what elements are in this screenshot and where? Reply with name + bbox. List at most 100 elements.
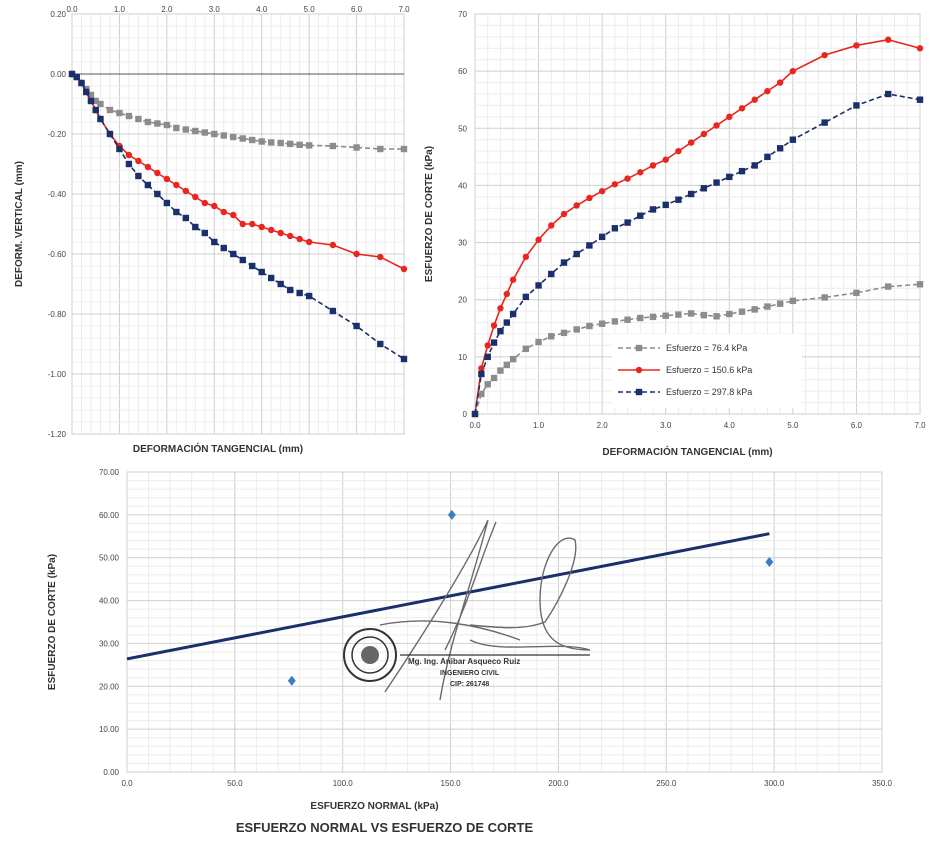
data-point [182, 214, 190, 222]
data-point [286, 286, 294, 294]
data-point [821, 294, 828, 301]
data-point [182, 187, 190, 195]
data-point [484, 353, 491, 361]
x-tick-label: 4.0 [724, 421, 736, 430]
data-point [484, 342, 491, 349]
data-point [173, 124, 180, 132]
data-point [277, 280, 284, 288]
data-point [789, 136, 797, 143]
data-point [144, 118, 152, 126]
y-axis-label: DEFORM. VERTICAL (mm) [14, 161, 25, 287]
data-point [201, 129, 208, 136]
data-point [853, 289, 860, 297]
data-point [853, 102, 860, 109]
data-point [598, 233, 606, 241]
data-point [916, 96, 924, 103]
data-point [220, 244, 227, 252]
y-tick-label: 0.00 [50, 70, 66, 79]
data-point [624, 175, 631, 182]
data-point [726, 173, 733, 181]
data-point [635, 388, 643, 396]
y-tick-label: 50 [458, 124, 467, 133]
data-point [230, 133, 237, 141]
data-point [611, 181, 619, 188]
x-tick-label: 300.0 [764, 779, 785, 788]
data-point [853, 42, 860, 49]
x-tick-label: 7.0 [914, 421, 926, 430]
data-point [329, 307, 337, 315]
data-point [287, 675, 296, 686]
chart-vertical-deformation: 0.0 1.0 2.0 3.0 4.0 5.0 6.0 7.0 0.20 0.00 -0.20 -0.… [14, 5, 410, 455]
data-point [116, 145, 123, 153]
data-point [821, 51, 828, 59]
data-point [144, 163, 152, 171]
data-point [776, 300, 784, 307]
stamp-name: Mg. Ing. Anibar Asqueco Ruiz [408, 657, 520, 666]
data-point [611, 225, 619, 232]
data-point [296, 289, 303, 297]
y-axis-label: ESFUERZO DE CORTE (kPa) [47, 554, 58, 690]
data-point [377, 340, 384, 348]
data-point [548, 222, 555, 229]
y-tick-label: 70.00 [99, 468, 120, 477]
data-point [738, 308, 746, 315]
y-tick-label: 20.00 [99, 682, 120, 691]
data-point [268, 139, 275, 146]
data-point [163, 175, 171, 183]
y-tick-label: -0.40 [48, 190, 67, 199]
plot-area [126, 471, 883, 773]
data-point [635, 366, 643, 374]
y-tick-label: 60.00 [99, 511, 120, 520]
data-point [249, 220, 256, 228]
data-point [662, 312, 669, 319]
data-point [713, 313, 720, 320]
data-point [447, 509, 456, 520]
data-point [92, 97, 99, 105]
y-tick-label: 60 [458, 67, 467, 76]
data-point [598, 320, 606, 327]
x-tick-label: 4.0 [256, 5, 268, 14]
data-point [662, 201, 669, 209]
data-point [624, 219, 631, 226]
data-point [192, 223, 199, 231]
y-tick-label: -0.20 [48, 130, 67, 139]
data-point [635, 344, 643, 352]
y-tick-label: 10.00 [99, 725, 120, 734]
data-point [135, 115, 142, 123]
data-point [624, 316, 631, 323]
data-point [821, 119, 828, 126]
data-point [154, 120, 161, 127]
data-point [353, 250, 360, 258]
data-point [78, 79, 85, 87]
data-point [97, 115, 104, 123]
data-point [885, 283, 892, 290]
x-tick-label: 200.0 [548, 779, 569, 788]
legend-label: Esfuerzo = 76.4 kPa [666, 343, 747, 353]
x-tick-label: 50.0 [227, 779, 243, 788]
data-point [649, 313, 657, 321]
y-tick-label: -1.00 [48, 370, 67, 379]
data-point [738, 105, 746, 112]
data-point [598, 187, 606, 195]
x-tick-label: 2.0 [161, 5, 173, 14]
x-tick-label: 0.0 [469, 421, 481, 430]
data-point [106, 130, 114, 138]
x-tick-label: 100.0 [333, 779, 354, 788]
data-point [764, 303, 771, 310]
data-point [277, 139, 284, 147]
x-tick-label: 1.0 [533, 421, 545, 430]
data-point [258, 138, 265, 145]
data-point [239, 256, 246, 264]
data-point [87, 91, 95, 99]
data-point [637, 169, 644, 176]
data-point [713, 122, 720, 129]
data-point [738, 167, 746, 175]
data-point [649, 162, 657, 169]
data-point [490, 374, 498, 382]
data-point [535, 338, 542, 346]
data-point [764, 153, 771, 161]
x-tick-label: 6.0 [351, 5, 363, 14]
x-axis-label: ESFUERZO NORMAL (kPa) [310, 801, 438, 812]
data-point [751, 162, 758, 169]
